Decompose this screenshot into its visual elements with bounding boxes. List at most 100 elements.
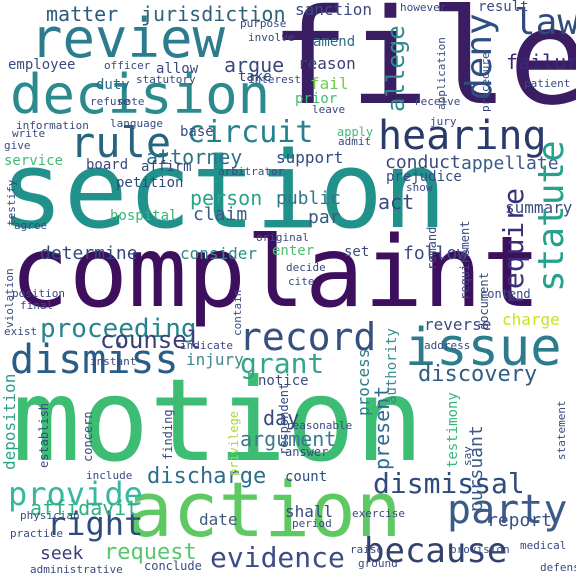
- word-answer: answer: [285, 445, 329, 459]
- word-record: record: [239, 315, 377, 359]
- word-however: however: [400, 1, 447, 14]
- word-discovery: discovery: [418, 362, 538, 387]
- word-follow: follow: [403, 243, 469, 264]
- word-par: par: [308, 207, 341, 228]
- word-contend: contend: [480, 287, 531, 301]
- word-give: give: [4, 139, 31, 152]
- word-evidence: evidence: [210, 541, 345, 574]
- word-leave: leave: [312, 103, 346, 116]
- word-physician: say: [461, 446, 474, 466]
- word-administrative: administrative: [30, 563, 123, 576]
- word-decision: decision: [10, 63, 271, 126]
- word-law: law: [514, 2, 576, 43]
- word-process: process: [354, 348, 373, 416]
- word-jurisdiction: jurisdiction: [141, 2, 286, 26]
- word-finding: finding: [161, 409, 175, 460]
- word-prejudice: arbitrator: [218, 165, 285, 178]
- word-reverse: reverse: [424, 315, 492, 334]
- word-majority: medical: [520, 539, 567, 552]
- word-purpose: purpose: [240, 17, 287, 30]
- word-request: request: [104, 540, 197, 565]
- word-include: include: [86, 469, 133, 482]
- word-pursuant: pursuant: [466, 425, 487, 512]
- word-file: file: [270, 0, 576, 135]
- word-patient: patient: [524, 77, 571, 90]
- word-duty: duty: [96, 77, 130, 93]
- word-medical: physician: [20, 509, 80, 522]
- word-indicate: indicate: [180, 339, 233, 352]
- word-discretion: cite: [288, 275, 315, 288]
- word-action: action: [127, 465, 402, 554]
- word-counsel: counsel: [100, 326, 202, 354]
- word-circuit: circuit: [187, 115, 314, 150]
- word-proceeding: proceeding: [40, 314, 197, 344]
- word-hearing: hearing: [378, 113, 547, 159]
- word-appellate: appellate: [461, 153, 559, 174]
- word-service: service: [4, 153, 64, 169]
- word-conduct: conduct: [385, 152, 461, 173]
- word-fail: fail: [310, 74, 349, 93]
- word-reason: reason: [298, 54, 356, 73]
- word-enter: enter: [272, 243, 315, 259]
- word-date: date: [199, 510, 238, 529]
- word-allow: allow: [156, 61, 199, 77]
- word-procedure: procedure: [479, 52, 492, 112]
- word-language: language: [110, 117, 163, 130]
- word-argument: argument: [240, 427, 337, 451]
- word-motion: motion: [12, 354, 424, 487]
- word-jury: note: [118, 95, 145, 108]
- word-person: person: [190, 186, 263, 210]
- word-issue: issue: [405, 318, 562, 378]
- word-concern: concern: [81, 411, 95, 462]
- word-grant: grant: [240, 347, 325, 380]
- word-requirement: requirement: [458, 220, 472, 300]
- word-take: take: [238, 69, 272, 85]
- word-count: count: [285, 469, 328, 485]
- word-because: because: [364, 531, 508, 571]
- word-write: refuse: [90, 95, 130, 108]
- word-receive: receive: [414, 95, 461, 108]
- word-admit: write: [12, 127, 46, 140]
- word-authority: authority: [384, 328, 400, 404]
- word-support: support: [276, 148, 344, 167]
- word-act: act: [378, 190, 415, 214]
- word-provide: provide: [8, 475, 143, 513]
- word-claim: claim: [193, 204, 248, 225]
- word-determine: determine: [40, 243, 138, 264]
- word-establish: establish: [37, 402, 51, 468]
- word-amend: amend: [313, 34, 356, 50]
- word-conclusion: instant: [90, 355, 137, 368]
- word-property: agree: [14, 219, 48, 232]
- word-period: period: [292, 517, 332, 530]
- word-civil: decide: [286, 261, 326, 274]
- word-arbitrator: jury: [430, 115, 457, 128]
- word-bar: exist: [4, 325, 38, 338]
- word-involve: involve: [248, 31, 295, 44]
- word-public: public: [276, 188, 342, 209]
- word-allegation: admit: [338, 135, 372, 148]
- word-dismissal: dismissal: [373, 467, 525, 500]
- word-employee: employee: [8, 57, 76, 73]
- word-judge: defense: [540, 561, 576, 574]
- word-base: base: [180, 124, 214, 140]
- word-apply: apply: [337, 125, 374, 139]
- word-summary: summary: [505, 198, 573, 217]
- word-statutory: statutory: [136, 73, 196, 86]
- word-application: application: [435, 37, 448, 110]
- word-testimony: testimony: [445, 392, 461, 468]
- word-second: original: [256, 231, 309, 244]
- word-prior: prior: [295, 91, 338, 107]
- word-charge: charge: [502, 310, 560, 329]
- word-section: section: [0, 129, 447, 252]
- word-hospital: hospital: [110, 208, 178, 224]
- word-failure: failure: [506, 50, 576, 74]
- word-argue: argue: [224, 53, 285, 77]
- word-result: result: [478, 0, 529, 15]
- word-affidavit: affidavit: [30, 496, 139, 520]
- word-document: document: [477, 272, 491, 330]
- word-conclude: conclude: [144, 559, 202, 573]
- word-seek: seek: [40, 543, 84, 564]
- word-review: review: [30, 7, 226, 70]
- word-say: address: [424, 339, 471, 352]
